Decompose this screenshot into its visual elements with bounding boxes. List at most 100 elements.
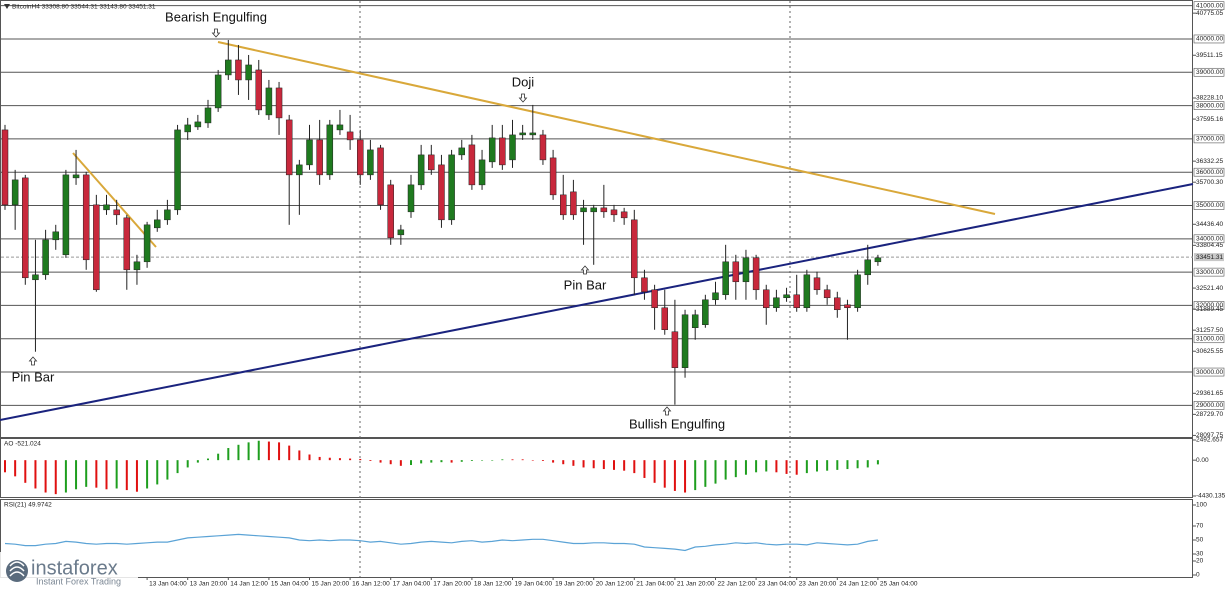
ao-bar xyxy=(816,460,818,472)
y-tick-label: 32521.40 xyxy=(1196,285,1223,292)
y-tick-label: 50 xyxy=(1196,537,1204,544)
y-tick-label: 33000.00 xyxy=(1196,269,1223,276)
y-tick-label: 30 xyxy=(1196,551,1204,558)
ao-bar xyxy=(288,445,291,461)
y-tick-label: 0 xyxy=(1196,572,1200,579)
x-tick-label: 23 Jan 04:00 xyxy=(758,581,796,588)
y-tick-label: 28097.75 xyxy=(1196,432,1223,439)
ao-bar xyxy=(775,460,778,473)
annotation: Pin Bar xyxy=(12,369,55,384)
y-tick-label: 37000.00 xyxy=(1196,136,1223,143)
candle-body xyxy=(732,261,740,283)
ao-bar xyxy=(64,460,67,493)
candle-body xyxy=(397,229,405,236)
ao-bar xyxy=(247,442,250,461)
x-tick-label: 14 Jan 12:00 xyxy=(230,581,268,588)
ao-bar xyxy=(541,460,544,461)
price-label-box xyxy=(1193,67,1225,77)
y-tick-label: 28729.70 xyxy=(1196,411,1223,418)
ao-bar xyxy=(795,460,798,475)
candle-body xyxy=(113,209,120,216)
candle-body xyxy=(834,297,841,311)
candle-body xyxy=(357,139,364,176)
y-tick-label: 40775.05 xyxy=(1196,10,1223,17)
candle-body xyxy=(428,154,435,171)
x-tick-label: 13 Jan 20:00 xyxy=(190,581,228,588)
x-tick-label: 23 Jan 20:00 xyxy=(799,581,837,588)
chart-header: BitcoinH4 33308.80 33544.31 33143.80 334… xyxy=(12,4,156,11)
price-label-box xyxy=(1193,367,1225,377)
ao-bar xyxy=(613,460,615,470)
ao-bar xyxy=(765,460,768,472)
candle-body xyxy=(62,174,70,256)
watermark-tagline: Instant Forex Trading xyxy=(36,576,121,586)
x-tick-label: 13 Jan 04:00 xyxy=(149,581,187,588)
candle-body xyxy=(661,307,668,330)
ao-bar xyxy=(359,458,362,461)
candle-body xyxy=(813,277,821,291)
y-tick-label: -4430.135 xyxy=(1196,493,1225,500)
ao-bar xyxy=(196,460,199,463)
candle-body xyxy=(631,219,638,279)
y-tick-label: 36000.00 xyxy=(1196,169,1223,176)
candle-body xyxy=(590,207,597,213)
candle-body xyxy=(164,209,171,221)
trend-line xyxy=(0,183,1194,421)
ao-bar xyxy=(785,460,788,474)
candle-body xyxy=(458,147,465,156)
ao-bar xyxy=(278,442,281,461)
candle-body xyxy=(296,164,303,176)
candle-body xyxy=(509,134,516,161)
y-tick-label: 35000.00 xyxy=(1196,202,1223,209)
candle-body xyxy=(1,129,9,206)
y-tick-label: 36332.25 xyxy=(1196,158,1223,165)
ao-bar xyxy=(704,460,707,487)
candle-body xyxy=(72,174,80,179)
candle-body xyxy=(560,194,567,216)
annotation-arrow xyxy=(211,28,221,38)
ao-bar xyxy=(85,460,88,487)
ao-bar xyxy=(643,460,646,478)
candle-body xyxy=(407,184,415,213)
header-icon xyxy=(4,4,10,9)
ao-bar xyxy=(521,459,524,461)
candle-body xyxy=(123,217,131,271)
annotation: Bearish Engulfing xyxy=(165,9,267,24)
ao-title: AO -521.024 xyxy=(4,441,41,448)
ao-bar xyxy=(237,444,240,461)
ao-bar xyxy=(125,460,128,491)
ao-bar xyxy=(257,440,260,461)
trend-line xyxy=(217,41,996,215)
ao-bar xyxy=(166,460,169,480)
ao-bar xyxy=(298,450,301,461)
candle-body xyxy=(641,277,648,293)
ao-bar xyxy=(186,460,189,468)
candle-body xyxy=(154,219,161,229)
candle-body xyxy=(549,157,557,196)
candle-body xyxy=(367,149,374,176)
x-tick-label: 24 Jan 12:00 xyxy=(839,581,877,588)
rsi-line xyxy=(4,533,878,552)
ao-bar xyxy=(34,460,37,489)
candle-body xyxy=(600,207,608,213)
candle-body xyxy=(387,184,394,239)
ao-bar xyxy=(75,460,78,490)
candle-body xyxy=(225,59,232,76)
candle-body xyxy=(204,107,212,124)
ao-bar xyxy=(531,460,534,461)
candle-body xyxy=(671,331,679,368)
ao-bar xyxy=(653,460,656,483)
price-label-box xyxy=(1193,1,1225,10)
ao-bar xyxy=(470,460,473,461)
x-tick-label: 15 Jan 04:00 xyxy=(271,581,309,588)
candle-body xyxy=(712,292,719,301)
y-tick-label: 30625.55 xyxy=(1196,348,1223,355)
candle-body xyxy=(265,87,273,116)
ao-bar xyxy=(95,460,98,488)
candle-body xyxy=(438,164,445,221)
y-tick-label: 39511.15 xyxy=(1196,52,1223,59)
candle-body xyxy=(478,159,486,186)
candle-body xyxy=(93,204,100,291)
ao-bar xyxy=(562,460,565,465)
